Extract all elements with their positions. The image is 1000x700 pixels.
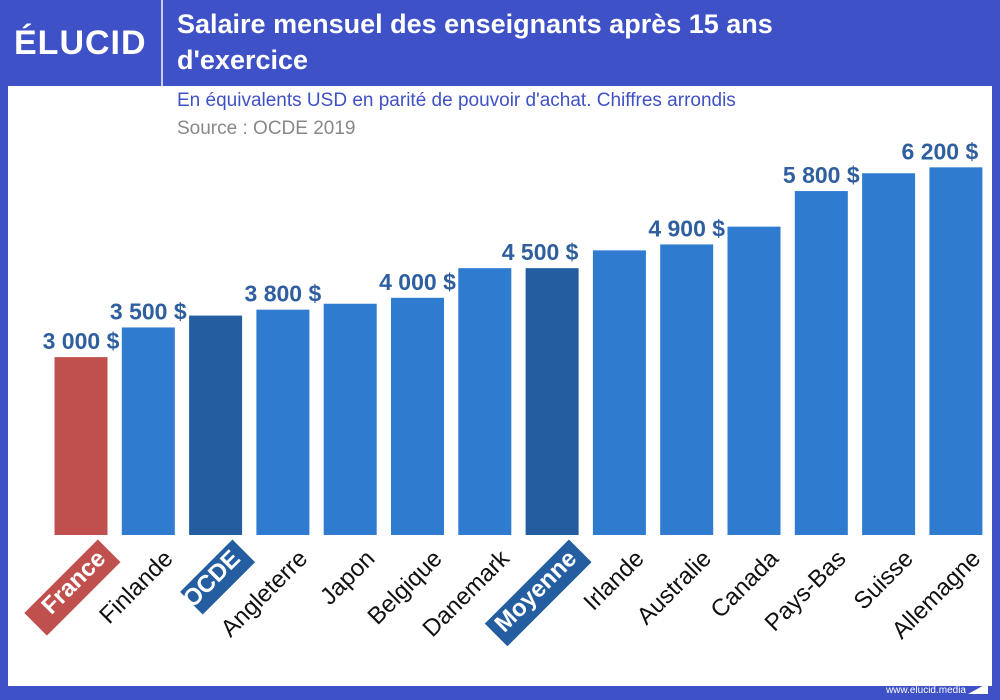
category-label-highlight	[180, 539, 256, 615]
bar-angleterre	[256, 309, 310, 535]
header-divider	[161, 0, 163, 86]
data-label: 3 000 $	[43, 328, 120, 354]
category-label: Japon	[315, 545, 380, 610]
data-label: 3 500 $	[110, 298, 187, 324]
category-label-japon: Japon	[315, 545, 380, 610]
bar-suisse	[862, 173, 916, 535]
data-label: 5 800 $	[783, 162, 860, 188]
bar-irlande	[592, 250, 646, 536]
footer-url: www.elucid.media	[885, 685, 966, 696]
bar-moyenne	[525, 268, 579, 535]
bar-france	[54, 357, 108, 535]
data-label: 4 900 $	[648, 215, 725, 241]
data-label: 4 500 $	[502, 239, 579, 265]
bar-belgique	[391, 297, 444, 535]
data-label: 4 000 $	[379, 269, 456, 295]
bar-ocde	[189, 315, 243, 535]
bar-danemark	[458, 268, 512, 535]
elucid-logo: ÉLUCID	[14, 24, 147, 62]
category-label: Australie	[632, 545, 717, 630]
data-label: 3 800 $	[245, 281, 322, 307]
category-label-highlight	[484, 539, 592, 647]
bar-finlande	[121, 327, 175, 535]
chart-subtitle: En équivalents USD en parité de pouvoir …	[177, 90, 736, 111]
data-label: 6 200 $	[902, 138, 979, 164]
bar-pays-bas	[794, 191, 848, 535]
bar-allemagne	[929, 167, 983, 535]
bar-japon	[323, 303, 377, 535]
bar-australie	[660, 244, 714, 535]
bar-canada	[727, 226, 781, 535]
category-label-highlight	[24, 539, 121, 636]
footer-logo-mark	[968, 683, 988, 694]
category-label-australie: Australie	[632, 545, 717, 630]
chart-source: Source : OCDE 2019	[177, 118, 356, 139]
chart-title: Salaire mensuel des enseignants après 15…	[177, 9, 773, 75]
